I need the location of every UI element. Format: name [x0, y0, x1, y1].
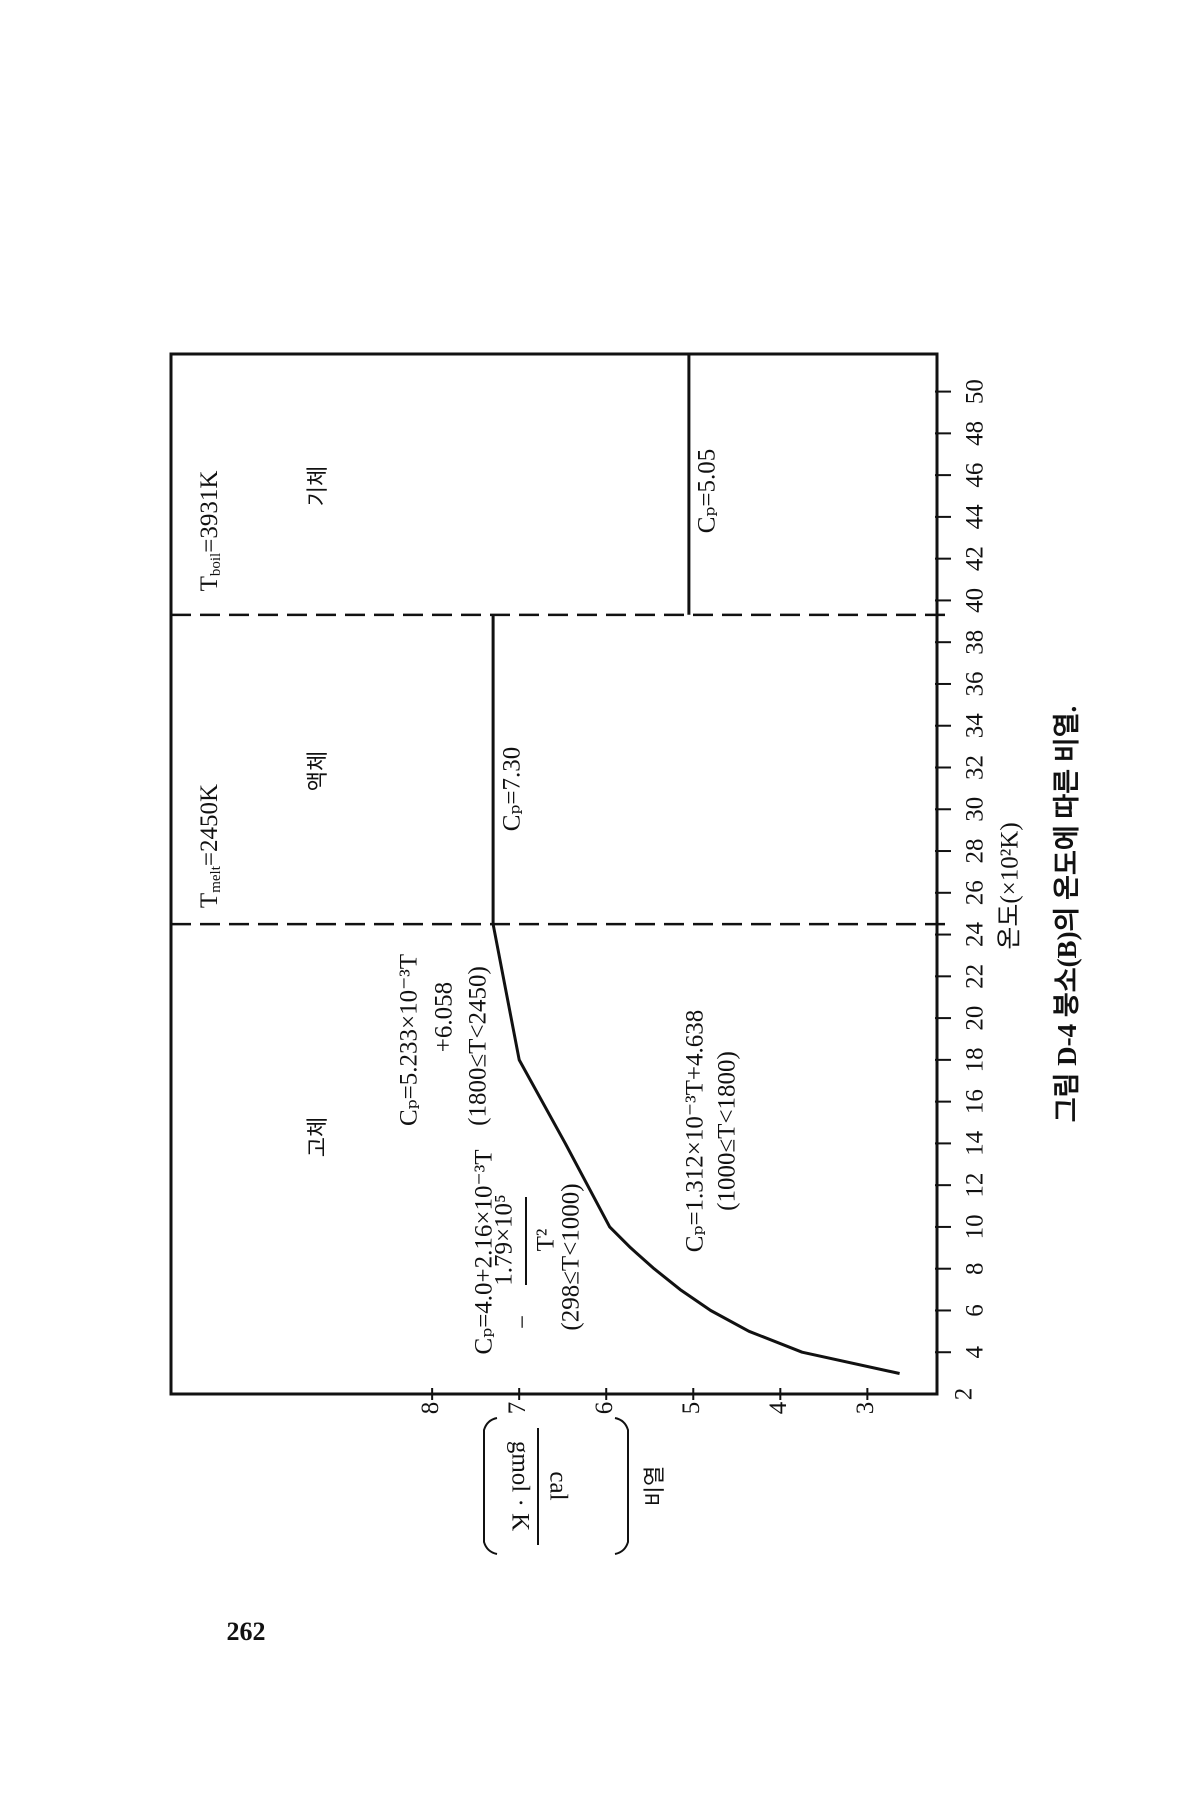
x-tick-label: 20	[962, 1006, 989, 1031]
annotation: Cₚ=1.312×10⁻³T+4.638	[682, 1010, 709, 1252]
boundary-label: Tboil=3931K	[196, 471, 225, 592]
y-tick-label: 5	[678, 1402, 705, 1415]
annotation: (298≤T<1000)	[558, 1183, 585, 1330]
annotation: Cₚ=5.05	[694, 449, 721, 534]
annotation: Cₚ=4.0+2.16×10⁻³T	[471, 1150, 498, 1355]
boundary-label-part: T	[196, 576, 223, 591]
annotation: Cₚ=7.30	[499, 747, 526, 832]
y-tick-label: 4	[765, 1401, 792, 1414]
x-tick-label: 28	[962, 839, 989, 864]
y-axis-numerator: cal	[544, 1471, 571, 1500]
x-tick-label: 8	[962, 1262, 989, 1275]
annotation: (1000≤T<1800)	[714, 1051, 741, 1211]
x-tick-label: 6	[962, 1304, 989, 1317]
y-tick-label: 8	[417, 1402, 444, 1415]
x-tick-label: 42	[962, 546, 989, 571]
x-tick-label: 22	[962, 964, 989, 989]
x-tick-label: 24	[962, 922, 989, 948]
y-axis-bracket	[483, 1417, 498, 1555]
y-tick-label: 7	[504, 1402, 531, 1415]
x-tick-label: 30	[962, 797, 989, 822]
x-tick-label: 34	[962, 713, 989, 739]
annotation: T²	[533, 1229, 560, 1252]
x-tick-label: 32	[962, 755, 989, 780]
page-number: 262	[227, 1617, 266, 1646]
x-tick-label: 50	[962, 379, 989, 404]
annotation: −	[510, 1315, 537, 1329]
y-axis-denominator: gmol · K	[506, 1441, 533, 1531]
plot-frame	[169, 352, 939, 1396]
boundary-label-part: T	[196, 893, 223, 908]
y-axis-bracket	[614, 1417, 629, 1555]
x-tick-label: 36	[962, 671, 989, 696]
boundary-label-part: boil	[208, 553, 224, 576]
boundary-label-part: =2450K	[196, 784, 223, 866]
x-tick-label: 14	[962, 1130, 989, 1156]
x-axis-label: 온도(×10²K)	[997, 822, 1024, 949]
x-tick-label: 16	[962, 1089, 989, 1114]
annotation: Cₚ=5.233×10⁻³T	[396, 954, 423, 1126]
phase-label: 기체	[305, 466, 330, 506]
x-tick-label: 48	[962, 421, 989, 446]
x-tick-label: 2	[951, 1388, 978, 1401]
x-tick-label: 18	[962, 1047, 989, 1072]
phase-label: 액체	[305, 751, 330, 791]
x-tick-label: 10	[962, 1214, 989, 1239]
x-tick-label: 12	[962, 1173, 989, 1198]
annotation: +6.058	[431, 982, 458, 1052]
boundary-label-part: melt	[208, 865, 224, 892]
annotation: 1.79×10⁵	[491, 1194, 518, 1286]
caption: 그림 D-4 붕소(B)의 온도에 따른 비열.	[1052, 706, 1082, 1123]
x-tick-label: 26	[962, 880, 989, 905]
x-tick-label: 44	[962, 504, 989, 530]
y-tick-label: 3	[852, 1402, 879, 1415]
boundary-label-part: =3931K	[196, 471, 223, 553]
x-tick-label: 46	[962, 463, 989, 488]
phase-label: 고체	[305, 1117, 330, 1157]
cp-curve	[491, 354, 900, 1375]
boundary-label: Tmelt=2450K	[196, 784, 225, 908]
x-tick-label: 4	[962, 1345, 989, 1358]
annotation: (1800≤T<2450)	[465, 966, 492, 1126]
y-axis-name: 비열	[642, 1466, 667, 1506]
y-tick-label: 6	[591, 1402, 618, 1415]
x-tick-label: 40	[962, 588, 989, 613]
x-tick-label: 38	[962, 630, 989, 655]
